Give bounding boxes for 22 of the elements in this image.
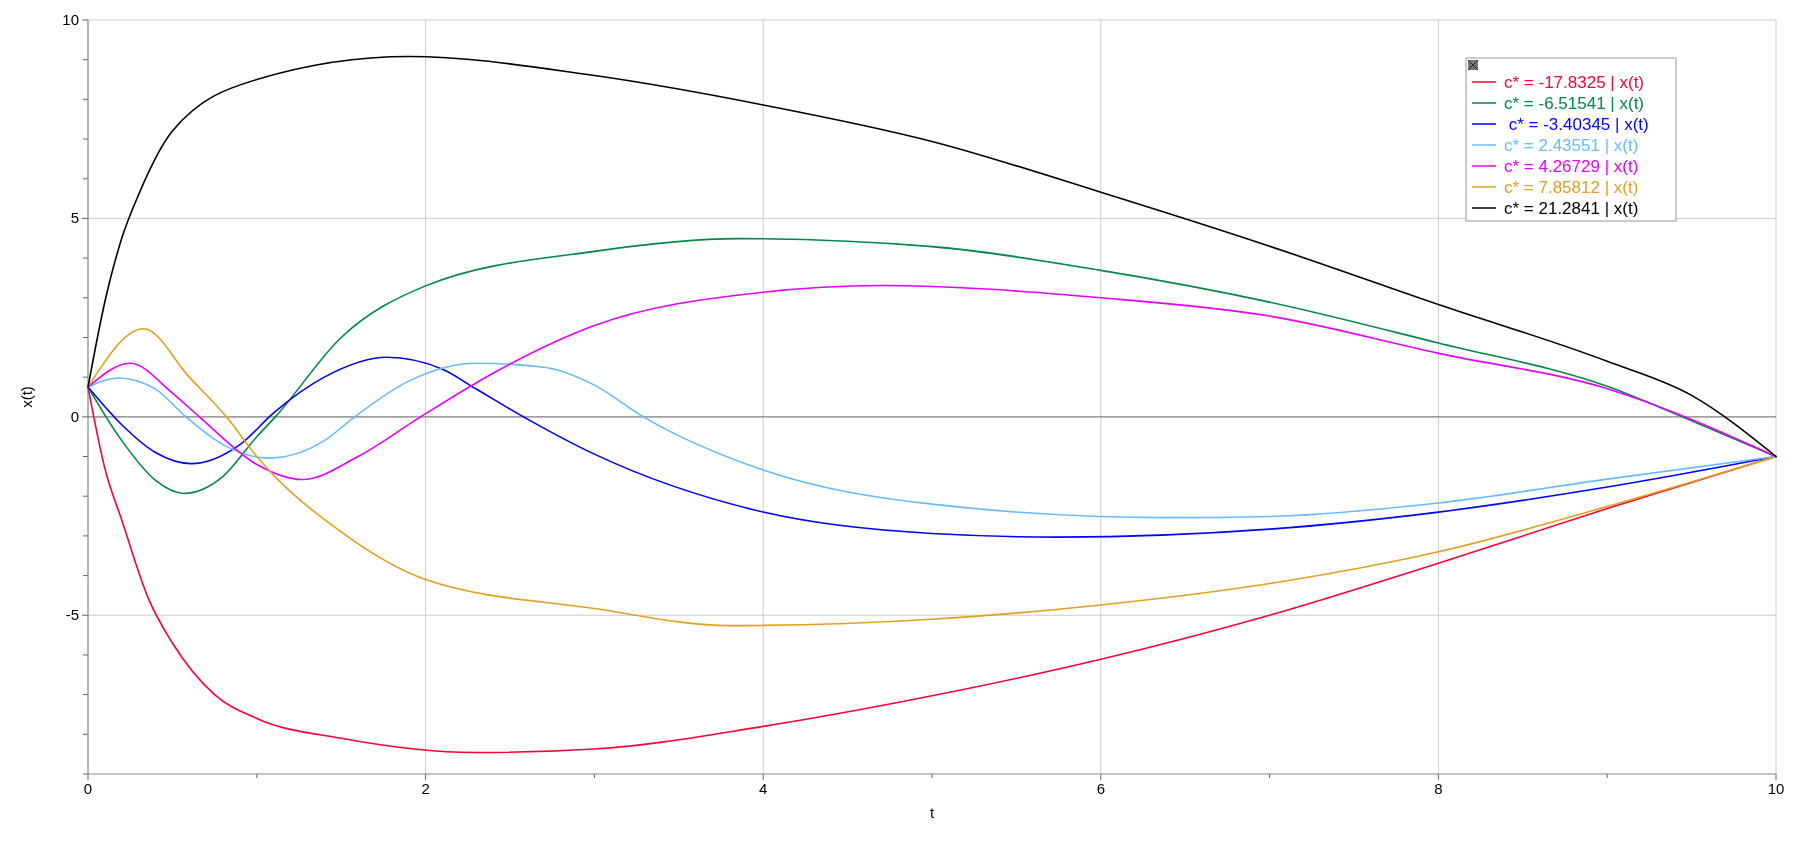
- legend-label: c* = 2.43551 | x(t): [1504, 136, 1639, 155]
- x-tick-label: 6: [1096, 780, 1105, 797]
- line-series: [87, 327, 1777, 627]
- x-tick-label: 10: [1767, 780, 1785, 797]
- line-series: [87, 55, 1777, 458]
- legend-label: c* = 7.85812 | x(t): [1504, 178, 1639, 197]
- legend-label: c* = -3.40345 | x(t): [1504, 115, 1649, 134]
- x-axis-title: t: [929, 804, 935, 821]
- line-series: [87, 386, 1777, 754]
- y-axis-title: x(t): [18, 386, 35, 408]
- legend-label: c* = -17.8325 | x(t): [1504, 73, 1645, 92]
- y-tick-label: -5: [65, 606, 79, 624]
- x-tick-label: 8: [1434, 780, 1443, 797]
- y-tick-label: 0: [70, 407, 79, 425]
- legend-label: c* = -6.51541 | x(t): [1504, 94, 1645, 113]
- x-tick-label: 0: [83, 780, 93, 797]
- x-tick-label: 4: [759, 780, 768, 797]
- y-tick-label: 10: [62, 11, 79, 28]
- legend-label: c* = 21.2841 | x(t): [1504, 199, 1639, 218]
- legend-label: c* = 4.26729 | x(t): [1504, 157, 1639, 176]
- x-tick-label: 2: [421, 780, 430, 797]
- y-tick-label: 5: [70, 209, 79, 227]
